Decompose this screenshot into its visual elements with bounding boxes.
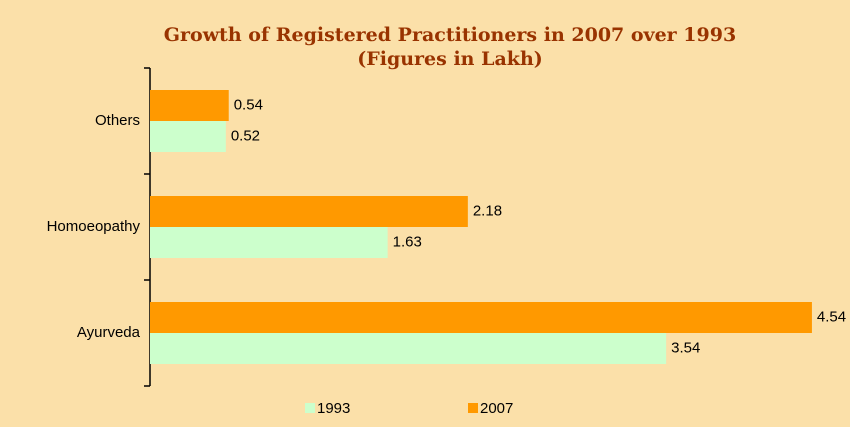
bar [150,121,226,152]
bar [150,302,812,333]
bar [150,333,667,364]
legend-swatch [468,403,478,413]
data-label: 2.18 [473,202,502,219]
legend-swatch [305,403,315,413]
data-label: 0.52 [231,127,260,144]
chart-subtitle: (Figures in Lakh) [357,48,543,70]
chart-title: Growth of Registered Practitioners in 20… [164,24,736,46]
bar [150,227,388,258]
data-label: 4.54 [817,308,846,325]
data-label: 0.54 [234,96,263,113]
y-tick-label: Homoeopathy [47,218,141,235]
bar [150,90,229,121]
data-label: 3.54 [671,339,700,356]
data-label: 1.63 [393,233,422,250]
legend-label: 2007 [480,400,513,417]
y-tick-label: Others [95,112,140,129]
legend-label: 1993 [317,400,350,417]
bar [150,196,468,227]
y-tick-label: Ayurveda [77,324,141,341]
